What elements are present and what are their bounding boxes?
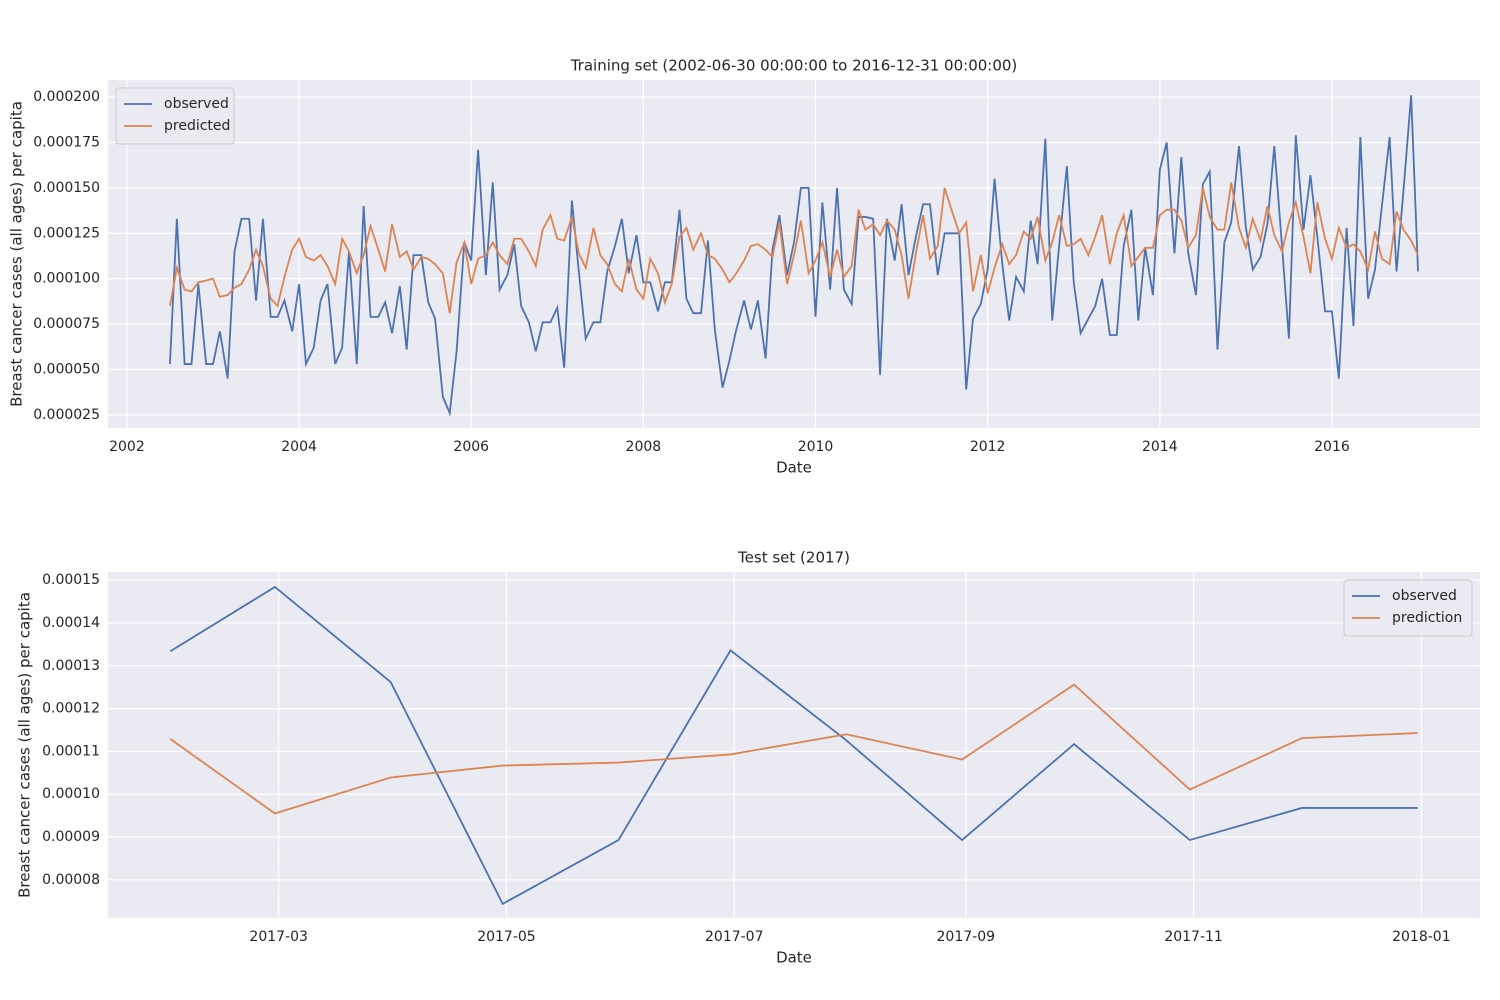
- y-tick-label: 0.000025: [33, 407, 100, 423]
- y-tick-label: 0.000075: [33, 316, 100, 332]
- chart-title: Training set (2002-06-30 00:00:00 to 201…: [570, 57, 1018, 75]
- y-tick-label: 0.00009: [42, 829, 100, 845]
- y-axis-label: Breast cancer cases (all ages) per capit…: [16, 592, 34, 898]
- x-tick-label: 2012: [970, 439, 1006, 455]
- data-line: [169, 182, 1419, 314]
- x-tick-label: 2017-11: [1164, 929, 1223, 945]
- y-tick-label: 0.000125: [33, 225, 100, 241]
- legend-box: [1343, 579, 1473, 637]
- x-tick-label: 2017-05: [477, 929, 536, 945]
- data-line: [169, 585, 1418, 906]
- y-axis-label: Breast cancer cases (all ages) per capit…: [8, 101, 26, 407]
- legend: observed predicted: [115, 87, 235, 145]
- legend-label: prediction: [1392, 610, 1462, 626]
- x-tick-label: 2017-03: [249, 929, 308, 945]
- y-tick-label: 0.00011: [42, 743, 100, 759]
- legend-label: observed: [164, 96, 229, 112]
- legend-label: observed: [1392, 588, 1457, 604]
- y-tick-label: 0.00015: [42, 572, 100, 588]
- y-tick-label: 0.000050: [33, 362, 100, 378]
- y-tick-label: 0.00008: [42, 872, 100, 888]
- x-tick-label: 2016: [1314, 439, 1350, 455]
- plot-area: [108, 572, 1480, 918]
- x-tick-label: 2017-09: [937, 929, 996, 945]
- x-axis-label: Date: [776, 949, 812, 967]
- x-tick-label: 2017-07: [705, 929, 764, 945]
- y-tick-label: 0.000200: [33, 89, 100, 105]
- legend-box: [115, 87, 235, 145]
- y-tick-label: 0.000150: [33, 180, 100, 196]
- y-tick-label: 0.00013: [42, 658, 100, 674]
- x-tick-label: 2006: [453, 439, 489, 455]
- legend-label: predicted: [164, 118, 230, 134]
- y-tick-label: 0.00012: [42, 701, 100, 717]
- y-tick-label: 0.000100: [33, 271, 100, 287]
- y-tick-label: 0.00010: [42, 786, 100, 802]
- x-tick-label: 2002: [109, 439, 145, 455]
- x-tick-label: 2018-01: [1392, 929, 1451, 945]
- data-line: [169, 683, 1418, 815]
- legend: observed prediction: [1343, 579, 1473, 637]
- y-tick-label: 0.00014: [42, 615, 100, 631]
- y-tick-label: 0.000175: [33, 134, 100, 150]
- x-tick-label: 2014: [1142, 439, 1178, 455]
- data-line: [169, 95, 1419, 417]
- chart-title: Test set (2017): [737, 549, 850, 567]
- x-tick-label: 2004: [281, 439, 317, 455]
- x-tick-label: 2010: [798, 439, 834, 455]
- x-axis-label: Date: [776, 459, 812, 477]
- x-tick-label: 2008: [626, 439, 662, 455]
